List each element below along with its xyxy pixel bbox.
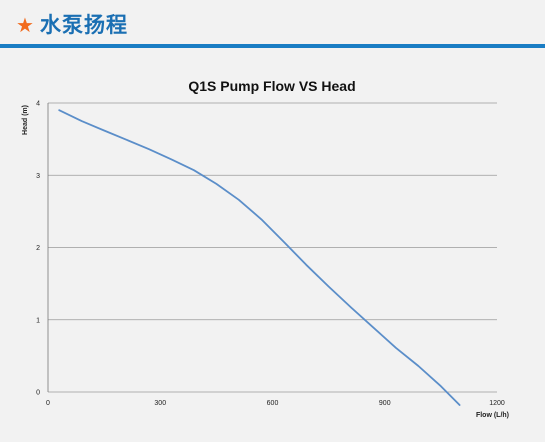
x-tick-label-2: 600 — [267, 400, 279, 407]
series-layer — [58, 109, 461, 406]
x-tick-label-1: 300 — [154, 400, 166, 407]
pump-curve-chart: Q1S Pump Flow VS Head Head (m) Flow (L/h… — [22, 78, 509, 419]
star-icon: ★ — [16, 13, 34, 37]
x-tick-label-4: 1200 — [489, 400, 505, 407]
x-tick-label-3: 900 — [379, 400, 391, 407]
x-axis-label: Flow (L/h) — [476, 412, 509, 419]
y-tick-label-3: 3 — [36, 173, 40, 180]
y-tick-label-0: 0 — [36, 390, 40, 397]
page-header: ★ 水泵扬程 — [0, 0, 545, 44]
header-divider — [0, 44, 545, 48]
y-tick-label-2: 2 — [36, 245, 40, 252]
y-tick-label-1: 1 — [36, 317, 40, 324]
page-title: 水泵扬程 — [40, 13, 128, 37]
chart-panel: Q1S Pump Flow VS Head Head (m) Flow (L/h… — [0, 48, 545, 437]
y-axis-label: Head (m) — [22, 105, 29, 135]
series-line-0 — [58, 109, 461, 406]
grid-lines — [47, 102, 497, 393]
y-tick-label-4: 4 — [36, 101, 40, 108]
chart-title: Q1S Pump Flow VS Head — [188, 78, 355, 94]
x-tick-label-0: 0 — [46, 400, 50, 407]
axis-ticks: 0 1 2 3 4 0 300 600 900 1200 — [36, 101, 505, 408]
